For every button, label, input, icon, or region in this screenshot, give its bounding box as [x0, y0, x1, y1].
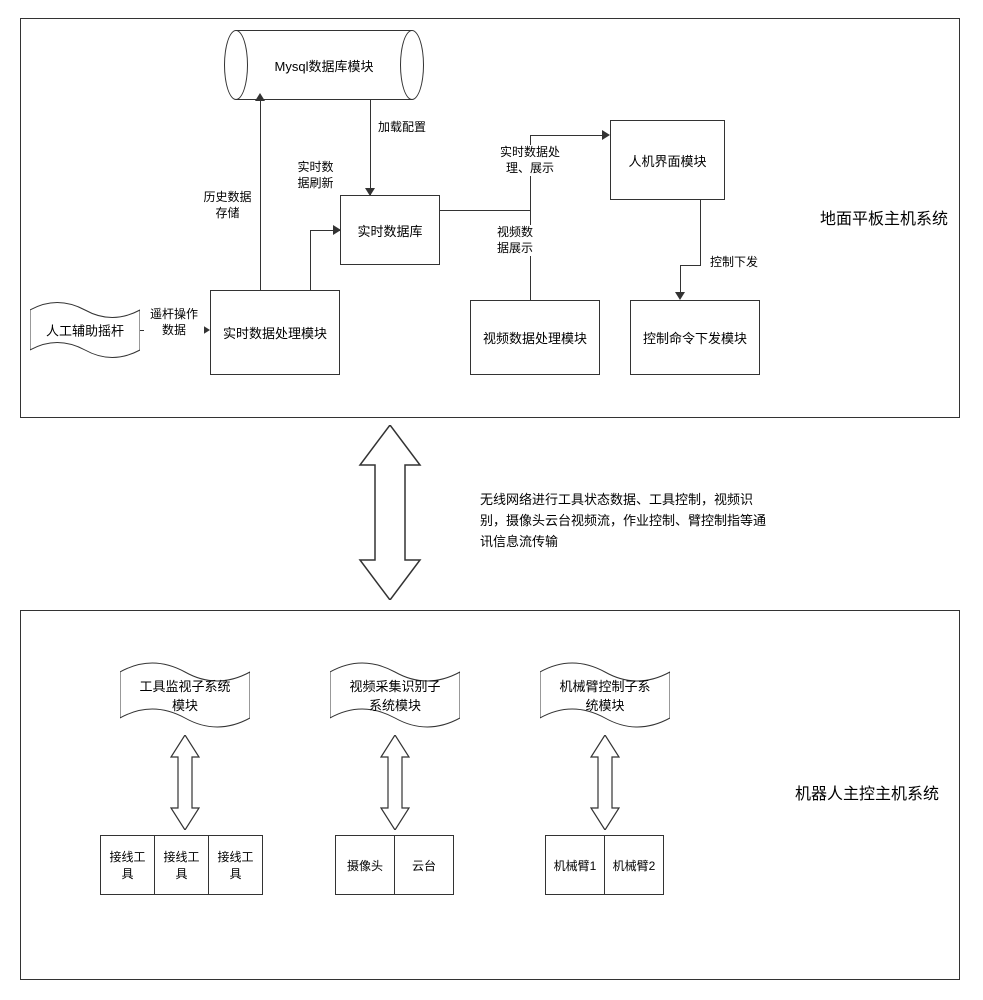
communication-label: 无线网络进行工具状态数据、工具控制，视频识 别，摄像头云台视频流，作业控制、臂控…	[480, 490, 790, 552]
tool-monitor-label: 工具监视子系统 模块	[120, 676, 250, 714]
mysql-cylinder: Mysql数据库模块	[224, 30, 424, 100]
edge-label-joystick: 遥杆操作 数据	[144, 307, 204, 338]
cmd-dispatch-label: 控制命令下发模块	[643, 328, 747, 347]
joystick-doc: 人工辅助摇杆	[30, 300, 140, 360]
edge-label-video: 视频数 据展示	[490, 225, 540, 256]
edge-proc-rtdb-v	[310, 230, 311, 290]
biarrow-arms	[585, 735, 625, 830]
edge-hmi-cmd-v	[700, 200, 701, 265]
arm-control-doc: 机械臂控制子系 统模块	[540, 660, 670, 730]
realtime-proc-label: 实时数据处理模块	[223, 323, 327, 342]
video-proc-box: 视频数据处理模块	[470, 300, 600, 375]
edge-label-load: 加载配置	[378, 120, 426, 136]
edge-label-refresh: 实时数 据刷新	[293, 160, 338, 191]
edge-label-ctrl: 控制下发	[710, 255, 758, 271]
edge-hmi-cmd-h	[680, 265, 701, 266]
arm-control-label: 机械臂控制子系 统模块	[540, 676, 670, 714]
arrow-proc-mysql	[255, 93, 265, 101]
big-biarrow	[350, 425, 430, 600]
video-proc-label: 视频数据处理模块	[483, 328, 587, 347]
edge-label-history: 历史数据 存储	[200, 190, 255, 221]
tool-box-1: 接线工 具	[154, 835, 209, 895]
arrow-proc-rtdb	[333, 225, 341, 235]
hmi-label: 人机界面模块	[628, 151, 706, 170]
realtime-proc-box: 实时数据处理模块	[210, 290, 340, 375]
video-capture-doc: 视频采集识别子 系统模块	[330, 660, 460, 730]
arrow-hmi-cmd	[675, 292, 685, 300]
edge-rtdb-hmi-h2	[530, 135, 602, 136]
cmd-dispatch-box: 控制命令下发模块	[630, 300, 760, 375]
mysql-label: Mysql数据库模块	[224, 56, 424, 75]
arrow-mysql-rtdb	[365, 188, 375, 196]
tool-box-2: 接线工 具	[208, 835, 263, 895]
joystick-label: 人工辅助摇杆	[30, 321, 140, 340]
edge-hmi-cmd-v2	[680, 265, 681, 293]
edge-mysql-rtdb-v	[370, 100, 371, 195]
arrow-rtdb-hmi	[602, 130, 610, 140]
biarrow-video	[375, 735, 415, 830]
hmi-box: 人机界面模块	[610, 120, 725, 200]
tool-box-0: 接线工 具	[100, 835, 155, 895]
bottom-system-label: 机器人主控主机系统	[795, 780, 939, 804]
edge-label-rtdisplay: 实时数据处 理、展示	[490, 145, 570, 176]
biarrow-tools	[165, 735, 205, 830]
tool-monitor-doc: 工具监视子系统 模块	[120, 660, 250, 730]
arm-box-0: 机械臂1	[545, 835, 605, 895]
camera-box-1: 云台	[394, 835, 454, 895]
arm-box-1: 机械臂2	[604, 835, 664, 895]
realtime-db-label: 实时数据库	[357, 221, 422, 240]
edge-rtdb-hmi-h	[440, 210, 530, 211]
video-capture-label: 视频采集识别子 系统模块	[330, 676, 460, 714]
top-system-label: 地面平板主机系统	[820, 205, 948, 229]
camera-box-0: 摄像头	[335, 835, 395, 895]
edge-proc-mysql	[260, 100, 261, 290]
realtime-db-box: 实时数据库	[340, 195, 440, 265]
